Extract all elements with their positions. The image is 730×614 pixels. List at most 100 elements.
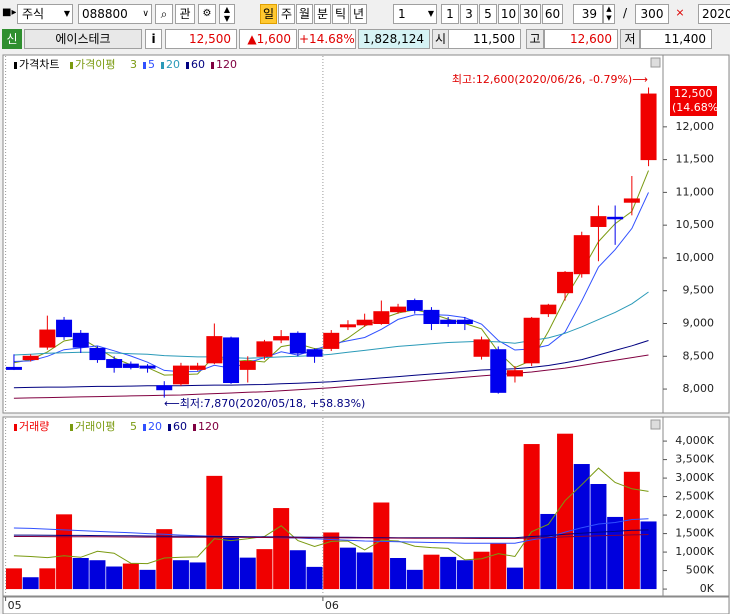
candle-body — [607, 216, 624, 220]
volume-bar — [306, 566, 323, 590]
legend-title: 거래량 — [19, 420, 49, 433]
toolbar-button[interactable]: 10 — [498, 4, 519, 24]
date-input[interactable]: 2020/ — [698, 4, 730, 24]
y-tick-label: 1,000K — [675, 545, 714, 558]
volume-bar — [72, 558, 89, 590]
legend-entry: 20 — [166, 58, 180, 71]
candle-body — [223, 337, 240, 383]
candle-body — [256, 341, 273, 357]
spinner[interactable]: ▲ ▼ — [219, 4, 235, 24]
volume-bar — [256, 549, 273, 590]
toolbar-button[interactable]: 60 — [542, 4, 563, 24]
candle-body — [339, 324, 356, 328]
legend-ma-title: 거래이평 — [75, 420, 115, 433]
legend-entry: 5 — [130, 420, 137, 433]
toolbar-button[interactable]: 틱 — [332, 4, 349, 24]
candle-body — [456, 319, 473, 325]
legend-swatch — [14, 62, 17, 69]
high-label: 고 — [526, 29, 544, 49]
volume-bar — [122, 563, 139, 590]
volume-bar — [22, 577, 39, 590]
legend-swatch — [186, 62, 189, 69]
candle-body — [523, 317, 540, 364]
legend-swatch — [168, 424, 171, 431]
legend-title: 가격차트 — [19, 58, 59, 71]
toolbar-button[interactable]: 분 — [314, 4, 331, 24]
legend-swatch — [211, 62, 214, 69]
volume-bar — [56, 514, 73, 590]
volume-bar — [540, 513, 557, 590]
candle-body — [423, 309, 440, 324]
shown-input[interactable]: 39 — [573, 4, 603, 24]
last-change: (14.68%) — [672, 101, 723, 114]
low-annotation: ⟵최저:7,870(2020/05/18, +58.83%) — [164, 397, 365, 410]
x-axis-strip — [2, 596, 730, 614]
candle-body — [473, 339, 490, 357]
toolbar-button[interactable]: 년 — [350, 4, 367, 24]
legend-swatch — [70, 424, 73, 431]
volume-bar — [456, 560, 473, 590]
candle-body — [590, 216, 607, 227]
volume-bar — [640, 521, 657, 590]
info-button[interactable]: i — [145, 29, 162, 49]
legend-swatch — [161, 62, 164, 69]
watch-button[interactable]: 관 — [175, 4, 195, 24]
volume-bar — [423, 554, 440, 590]
candle-body — [106, 359, 123, 368]
volume-bar — [590, 484, 607, 590]
volume-bar — [5, 568, 22, 590]
candle-body — [156, 385, 173, 391]
volume-bar — [156, 529, 173, 590]
volume-bar — [356, 552, 373, 590]
legend-ma-title: 가격이평 — [75, 58, 115, 71]
candle-body — [22, 355, 39, 361]
market: 주식 — [22, 7, 45, 21]
volume-bar — [289, 550, 306, 590]
legend-swatch — [143, 62, 146, 69]
total-input[interactable]: 300 — [635, 4, 669, 24]
y-tick-label: 3,000K — [675, 471, 714, 484]
panel-button[interactable] — [650, 419, 661, 430]
volume-bar — [189, 562, 206, 590]
volume-bar — [206, 475, 223, 590]
volume-bar — [106, 566, 123, 590]
volume-bar — [523, 444, 540, 590]
volume-bar — [139, 569, 156, 590]
low-label: 저 — [620, 29, 640, 49]
volume-bar — [390, 558, 407, 590]
candle-body — [506, 370, 523, 377]
toolbar-button[interactable]: 일 — [260, 4, 277, 24]
toolbar-button[interactable]: 30 — [520, 4, 541, 24]
toolbar-button[interactable]: 주 — [278, 4, 295, 24]
toolbar-button[interactable]: 3 — [460, 4, 478, 24]
ma-line — [13, 340, 649, 389]
shown-spinner[interactable]: ▲ ▼ — [603, 4, 615, 24]
volume-bar — [607, 516, 624, 590]
y-tick-label: 8,500 — [683, 349, 715, 362]
stock-name: 에이스테크 — [24, 29, 142, 49]
toolbar-button[interactable]: 5 — [479, 4, 497, 24]
toolbar-button[interactable]: 1 — [441, 4, 459, 24]
ma-line — [13, 534, 649, 539]
change-rate: +14.68% — [298, 29, 356, 49]
close-icon[interactable]: ⨯ — [675, 6, 685, 19]
y-tick-label: 12,000 — [676, 120, 715, 133]
y-tick-label: 0K — [700, 582, 715, 595]
candle-body — [5, 366, 22, 370]
market-select[interactable]: 주식 ▼ — [17, 4, 73, 24]
search-button[interactable]: ⌕ — [155, 4, 173, 24]
code-input[interactable]: 088800 ∨ — [78, 4, 152, 24]
volume-bar — [323, 532, 340, 590]
y-tick-label: 9,000 — [683, 317, 715, 330]
y-tick-label: 10,500 — [676, 218, 715, 231]
period-count-select[interactable]: 1 ▼ — [393, 4, 437, 24]
toolbar-button[interactable]: 월 — [296, 4, 313, 24]
menu-icon[interactable]: ■▸ — [2, 7, 16, 18]
settings-button[interactable]: ⚙ — [198, 4, 216, 24]
legend-swatch — [143, 424, 146, 431]
x-tick-label: 05 — [8, 599, 22, 612]
separator: / — [622, 6, 628, 20]
last-price-box — [670, 86, 717, 116]
panel-button[interactable] — [650, 57, 661, 68]
